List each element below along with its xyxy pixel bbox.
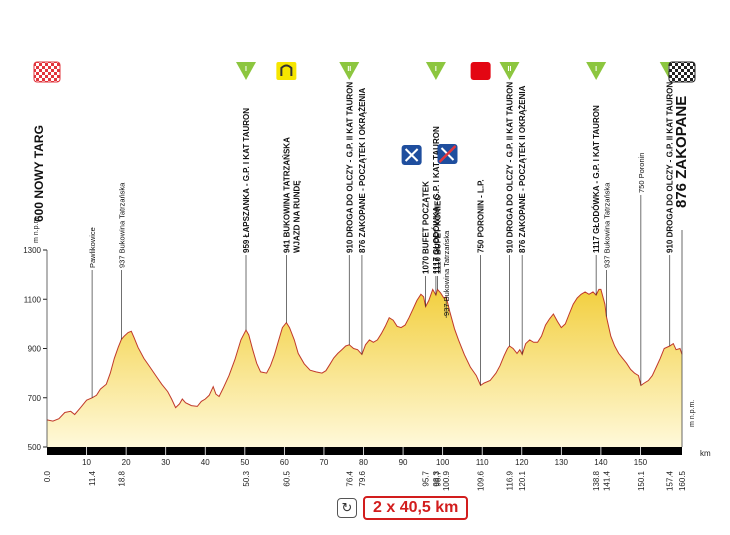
x-axis-unit: km: [700, 449, 711, 458]
km-marker-label: 138.8: [592, 470, 601, 491]
km-marker-label: 50.3: [242, 470, 251, 486]
svg-text:I: I: [435, 66, 437, 73]
loop-badge: ↻ 2 x 40,5 km: [337, 496, 469, 520]
point-label: 910 DROGA DO OLCZY - G.P. II KAT TAURON: [345, 82, 354, 253]
kom-triangle-icon: II: [339, 62, 360, 80]
km-marker-label: 109.6: [477, 470, 486, 491]
point-label: Pawlikowice: [88, 227, 97, 268]
x-tick-label: 50: [240, 458, 249, 467]
svg-text:II: II: [347, 66, 351, 73]
sprint-icon: [470, 62, 491, 80]
y-tick-label: 900: [28, 345, 42, 354]
feed-zone-end-icon: [437, 144, 458, 164]
km-marker-label: 120.1: [518, 470, 527, 491]
svg-text:I: I: [245, 66, 247, 73]
km-marker-label: 0.0: [43, 470, 52, 482]
y-tick-label: 500: [28, 443, 42, 452]
loop-entry-icon: [276, 62, 297, 80]
x-tick-label: 100: [436, 458, 450, 467]
km-marker-label: 160.5: [678, 470, 687, 491]
km-marker-label: 100.9: [442, 470, 451, 491]
point-label: 959 ŁAPSZANKA - G.P. I KAT TAURON: [242, 108, 251, 253]
loop-distance-label: 2 x 40,5 km: [363, 496, 469, 520]
point-label: 937 Bukowina Tatrzańska: [117, 182, 126, 268]
point-label: 937 Bukowina Tatrzańska: [602, 182, 611, 268]
x-tick-label: 40: [201, 458, 210, 467]
x-tick-label: 140: [594, 458, 608, 467]
y-axis-title: m n.p.m.: [33, 216, 40, 243]
feed-zone-start-icon: [401, 145, 422, 165]
km-marker-label: 11.4: [88, 470, 97, 486]
x-tick-label: 120: [515, 458, 529, 467]
km-marker-label: 141.4: [602, 470, 611, 491]
point-label: 876 ZAKOPANE - POCZĄTEK II OKRĄŻENIA: [518, 85, 527, 253]
km-marker-label: 95.7: [422, 470, 431, 486]
elevation-area: [47, 289, 682, 447]
y-tick-label: 1300: [23, 246, 41, 255]
y-tick-label: 1100: [24, 295, 42, 304]
start-flag-icon: [33, 61, 61, 83]
start-label: 600 NOWY TARG: [32, 125, 46, 222]
point-label: 1117 GŁODÓWKA - G.P. I KAT TAURON: [592, 105, 601, 253]
km-axis-bar: [47, 447, 682, 455]
kom-triangle-icon: II: [499, 62, 520, 80]
point-label: 1070 BUFET POCZĄTEK: [422, 181, 431, 274]
km-marker-label: 157.4: [666, 470, 675, 491]
km-marker-label: 150.1: [637, 470, 646, 491]
kom-triangle-icon: I: [586, 62, 607, 80]
x-tick-label: 90: [399, 458, 408, 467]
x-tick-label: 30: [161, 458, 170, 467]
point-label-secondary: WJAZD NA RUNDĘ: [292, 180, 301, 253]
x-tick-label: 10: [82, 458, 91, 467]
x-tick-label: 150: [634, 458, 648, 467]
x-tick-label: 20: [122, 458, 131, 467]
svg-text:II: II: [508, 66, 512, 73]
point-label: 941 BUKOWINA TATRZAŃSKA: [282, 137, 291, 253]
km-marker-label: 60.5: [282, 470, 291, 486]
km-marker-label: 79.6: [358, 470, 367, 486]
point-label: 1110 BUFET KONIEC: [434, 195, 443, 274]
x-tick-label: 130: [555, 458, 569, 467]
km-marker-label: 98.7: [434, 470, 443, 486]
svg-text:I: I: [595, 66, 597, 73]
x-tick-label: 70: [319, 458, 328, 467]
finish-label: 876 ZAKOPANE: [673, 96, 690, 208]
y-tick-label: 700: [28, 394, 42, 403]
x-tick-label: 80: [359, 458, 368, 467]
point-label: 937 Bukowina Tatrzańska: [442, 230, 451, 316]
finish-flag-icon: [668, 61, 696, 83]
point-label: 910 DROGA DO OLCZY - G.P. II KAT TAURON: [506, 82, 515, 253]
x-tick-label: 110: [476, 458, 489, 467]
km-marker-label: 98.3: [432, 470, 441, 486]
x-tick-label: 60: [280, 458, 289, 467]
km-marker-label: 116.9: [506, 470, 515, 490]
point-label: 1117 GŁODÓWKA - G.P. I KAT TAURON: [432, 126, 441, 274]
km-marker-label: 76.4: [345, 470, 354, 486]
point-label: 750 Poronin: [637, 153, 646, 193]
y-axis-title-right: m n.p.m.: [689, 400, 696, 427]
point-label: 750 PORONIN - L.P.: [477, 179, 486, 253]
point-label: 876 ZAKOPANE - POCZĄTEK I OKRĄŻENIA: [358, 88, 367, 253]
loop-refresh-icon: ↻: [337, 498, 357, 518]
kom-triangle-icon: I: [425, 62, 446, 80]
point-label: 910 DROGA DO OLCZY - G.P. II KAT TAURON: [666, 82, 675, 253]
elevation-outline: [46, 288, 683, 422]
kom-triangle-icon: I: [236, 62, 257, 80]
km-marker-label: 18.8: [117, 470, 126, 486]
